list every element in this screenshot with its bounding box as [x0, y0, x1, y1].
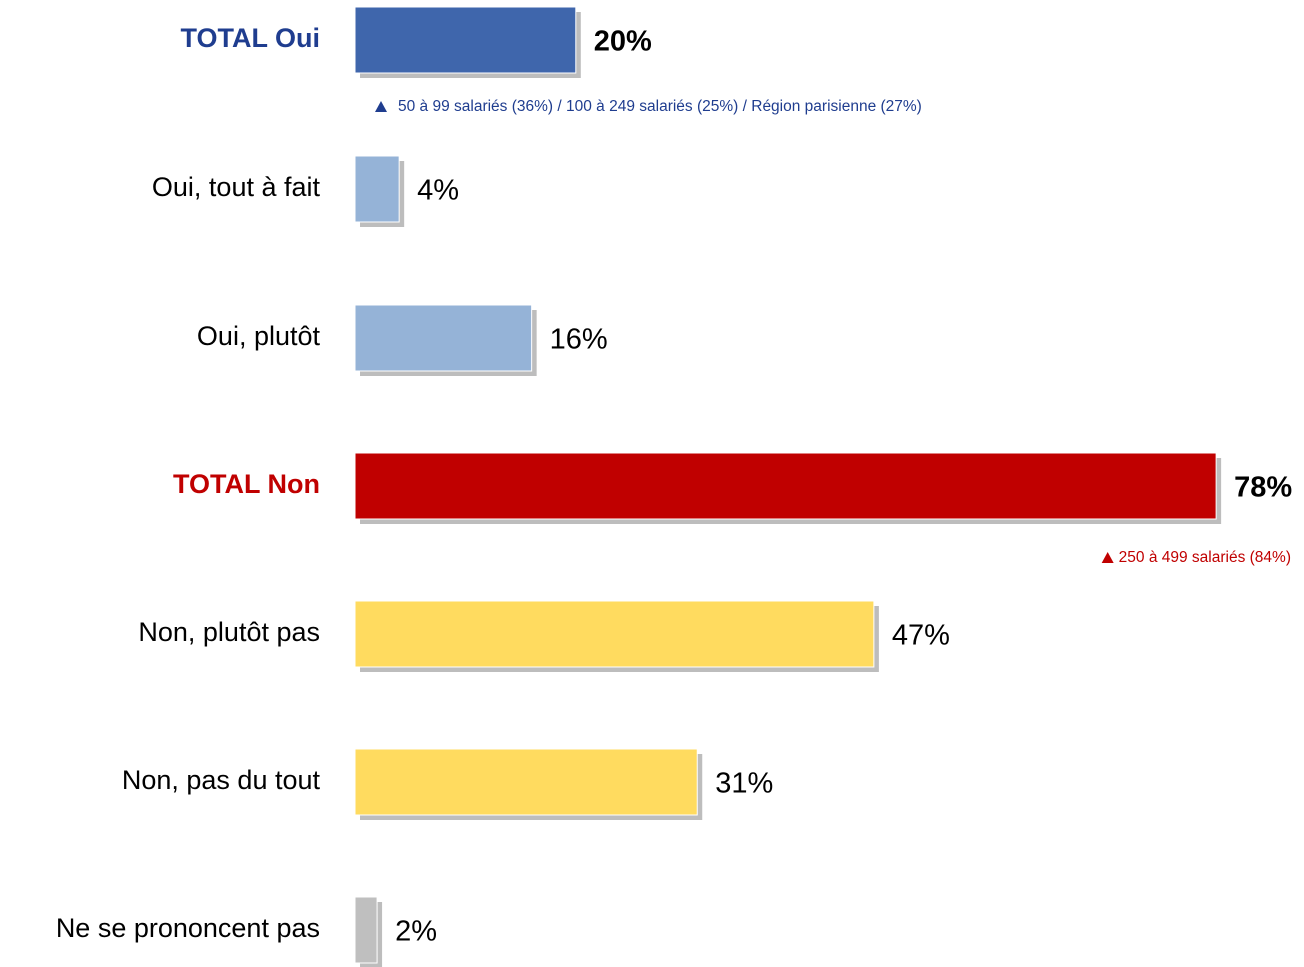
- annotation: 50 à 99 salariés (36%) / 100 à 249 salar…: [398, 98, 922, 115]
- triangle-icon: [1101, 552, 1114, 563]
- bar: [354, 304, 533, 372]
- category-label: TOTAL Non: [173, 469, 320, 499]
- value-label: 47%: [892, 620, 950, 652]
- category-label: Ne se prononcent pas: [56, 913, 320, 943]
- value-label: 2%: [395, 916, 437, 948]
- category-label: TOTAL Oui: [181, 23, 321, 53]
- bar: [354, 155, 400, 223]
- value-label: 16%: [550, 324, 608, 356]
- category-label: Oui, tout à fait: [152, 172, 321, 202]
- category-label: Oui, plutôt: [197, 321, 321, 351]
- category-label: Non, pas du tout: [122, 765, 321, 795]
- bar: [354, 748, 698, 816]
- triangle-icon: [375, 101, 387, 112]
- bar: [354, 452, 1217, 520]
- value-label: 4%: [417, 175, 459, 207]
- annotation: 250 à 499 salariés (84%): [1119, 549, 1291, 566]
- category-label: Non, plutôt pas: [138, 617, 320, 647]
- value-label: 20%: [594, 26, 652, 58]
- bar: [354, 6, 577, 74]
- value-label: 31%: [715, 768, 773, 800]
- value-label: 78%: [1234, 472, 1292, 504]
- bar: [354, 600, 875, 668]
- bar: [354, 896, 378, 964]
